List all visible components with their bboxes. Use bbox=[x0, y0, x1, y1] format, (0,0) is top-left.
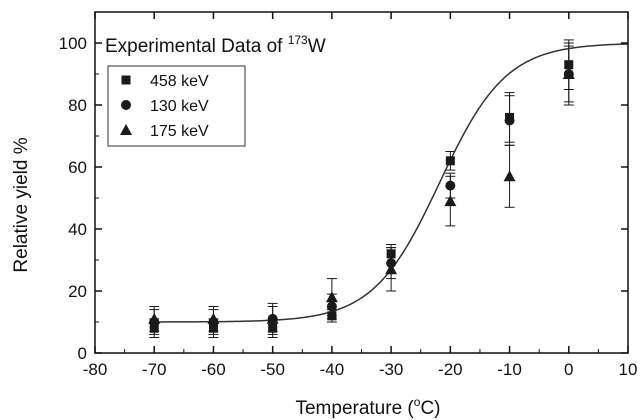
x-tick-label: 0 bbox=[564, 360, 573, 379]
data-point-triangle bbox=[207, 312, 220, 324]
y-tick-label: 100 bbox=[59, 34, 87, 53]
data-point-square bbox=[327, 311, 337, 321]
x-tick-label: -30 bbox=[379, 360, 404, 379]
y-tick-label: 0 bbox=[78, 344, 87, 363]
data-point-triangle bbox=[562, 68, 575, 79]
data-point-triangle bbox=[325, 291, 338, 303]
x-axis-title-prefix: Temperature ( bbox=[295, 398, 414, 419]
x-tick-label: -70 bbox=[142, 360, 167, 379]
chart-title-mass-number: 173 bbox=[288, 33, 308, 47]
y-tick-label: 80 bbox=[68, 96, 87, 115]
data-point-square bbox=[268, 323, 278, 333]
legend-box bbox=[107, 65, 246, 147]
data-point-square bbox=[564, 60, 574, 70]
x-tick-label: -50 bbox=[260, 360, 285, 379]
x-tick-label: -40 bbox=[320, 360, 345, 379]
x-tick-label: 10 bbox=[619, 360, 638, 379]
plot-frame bbox=[94, 11, 629, 354]
data-point-square bbox=[149, 323, 159, 333]
legend-label: 130 keV bbox=[150, 98, 209, 115]
x-axis-title-suffix: C) bbox=[420, 398, 440, 419]
chart-title-prefix: Experimental Data of bbox=[105, 36, 288, 57]
legend-label: 458 keV bbox=[150, 73, 209, 90]
y-axis-title: Relative yield % bbox=[11, 137, 32, 272]
legend-marker-triangle bbox=[120, 124, 132, 135]
legend: 458 keV 130 keV 175 keV bbox=[107, 65, 246, 147]
axis-ticks-layer bbox=[94, 12, 629, 354]
legend-marker-circle bbox=[121, 100, 131, 110]
data-point-circle bbox=[445, 180, 456, 191]
data-point-circle bbox=[504, 115, 515, 126]
data-point-triangle bbox=[385, 263, 398, 275]
data-point-circle bbox=[386, 258, 397, 269]
x-tick-label: -10 bbox=[497, 360, 522, 379]
chart-title-element: W bbox=[308, 36, 326, 57]
y-tick-label: 40 bbox=[68, 220, 87, 239]
data-point-triangle bbox=[444, 195, 457, 207]
y-tick-label: 60 bbox=[68, 158, 87, 177]
x-tick-label: -80 bbox=[83, 360, 108, 379]
data-point-square bbox=[386, 249, 396, 259]
data-point-square bbox=[445, 156, 455, 166]
chart-title: Experimental Data of 173W bbox=[105, 33, 326, 57]
x-axis-title: Temperature (oC) bbox=[295, 395, 440, 419]
data-points-layer bbox=[148, 60, 575, 333]
data-point-triangle bbox=[503, 170, 516, 182]
legend-label: 175 keV bbox=[150, 123, 209, 140]
data-point-triangle bbox=[266, 312, 279, 324]
x-tick-label: -60 bbox=[201, 360, 226, 379]
data-point-square bbox=[208, 323, 218, 333]
x-tick-label: -20 bbox=[438, 360, 463, 379]
legend-marker-square bbox=[121, 75, 131, 85]
data-point-circle bbox=[326, 301, 337, 312]
data-point-triangle bbox=[148, 312, 161, 324]
x-axis-title-degree: o bbox=[414, 395, 421, 409]
y-tick-label: 20 bbox=[68, 282, 87, 301]
